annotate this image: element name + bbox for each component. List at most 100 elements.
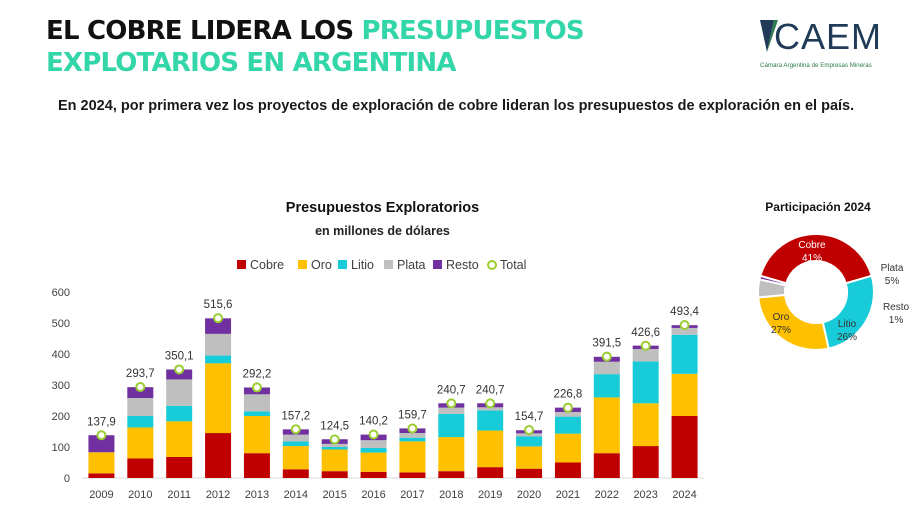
bar-cobre-2017	[399, 472, 426, 478]
bar-cobre-2015	[321, 471, 348, 478]
bar-oro-2015	[321, 449, 348, 472]
bar-litio-2023	[632, 361, 659, 404]
bar-plata-2017	[399, 433, 426, 438]
logo-subtitle: Cámara Argentina de Empresas Mineras	[760, 62, 872, 69]
total-marker-2015	[329, 434, 340, 445]
x-tick-label: 2013	[245, 489, 269, 501]
legend-label-cobre: Cobre	[250, 258, 284, 272]
bar-oro-2011	[166, 421, 193, 457]
bar-oro-2009	[88, 452, 115, 474]
bar-oro-2016	[360, 452, 387, 472]
x-tick-label: 2020	[517, 489, 541, 501]
donut-pct-plata: 5%	[885, 276, 900, 287]
page-subtitle: En 2024, por primera vez los proyectos d…	[58, 98, 855, 114]
bar-cobre-2013	[243, 453, 270, 478]
donut-label-litio: Litio	[838, 319, 857, 330]
bar-plata-2018	[438, 407, 465, 414]
total-label-2021: 226,8	[554, 389, 583, 401]
caem-logo: CAEM Cámara Argentina de Empresas Minera…	[758, 16, 888, 76]
logo-mark-icon	[760, 20, 778, 52]
legend-swatch-oro	[298, 260, 307, 269]
bar-litio-2010	[127, 416, 154, 428]
bar-oro-2017	[399, 441, 426, 473]
legend-label-total: Total	[500, 258, 526, 272]
total-marker-2011	[174, 364, 185, 375]
y-tick-label: 100	[52, 442, 70, 454]
bar-oro-2024	[671, 373, 698, 416]
x-tick-label: 2017	[400, 489, 424, 501]
bar-plata-2013	[243, 394, 270, 412]
bar-litio-2018	[438, 413, 465, 438]
bar-oro-2012	[205, 363, 232, 434]
bar-cobre-2016	[360, 471, 387, 478]
bar-cobre-2012	[205, 433, 232, 478]
bar-cobre-2019	[477, 467, 504, 478]
y-tick-label: 600	[52, 287, 70, 299]
total-label-2019: 240,7	[476, 384, 505, 396]
total-marker-2014	[290, 424, 301, 435]
donut-label-cobre: Cobre	[798, 240, 826, 251]
bar-litio-2017	[399, 437, 426, 442]
bar-cobre-2009	[88, 473, 115, 478]
x-tick-label: 2022	[595, 489, 619, 501]
bar-plata-2023	[632, 349, 659, 362]
total-label-2010: 293,7	[126, 368, 155, 380]
donut-title: Participación 2024	[765, 200, 871, 214]
bar-oro-2018	[438, 437, 465, 472]
bar-plata-2015	[321, 443, 348, 447]
total-marker-2012	[213, 313, 224, 324]
bar-plata-2012	[205, 333, 232, 356]
bar-cobre-2018	[438, 471, 465, 478]
x-tick-label: 2021	[556, 489, 580, 501]
total-label-2012: 515,6	[204, 299, 233, 311]
x-tick-label: 2012	[206, 489, 230, 501]
x-tick-label: 2018	[439, 489, 463, 501]
bar-cobre-2023	[632, 446, 659, 478]
bar-plata-2021	[554, 411, 581, 417]
bar-resto-2010	[127, 387, 154, 399]
y-tick-label: 300	[52, 380, 70, 392]
bar-plata-2022	[593, 361, 620, 375]
donut-pct-cobre: 41%	[802, 253, 822, 264]
bar-litio-2024	[671, 334, 698, 374]
bar-litio-2022	[593, 374, 620, 398]
x-tick-label: 2011	[167, 489, 191, 501]
x-tick-label: 2009	[89, 489, 113, 501]
total-marker-2017	[407, 423, 418, 434]
legend-swatch-resto	[433, 260, 442, 269]
total-label-2016: 140,2	[359, 416, 388, 428]
legend-label-oro: Oro	[311, 258, 332, 272]
bar-litio-2015	[321, 447, 348, 450]
legend-label-resto: Resto	[446, 258, 479, 272]
page-title: EL COBRE LIDERA LOS PRESUPUESTOS EXPLOTA…	[46, 15, 585, 79]
legend-swatch-cobre	[237, 260, 246, 269]
total-label-2022: 391,5	[592, 338, 621, 350]
legend-swatch-litio	[338, 260, 347, 269]
bar-litio-2021	[554, 416, 581, 434]
bar-litio-2019	[477, 410, 504, 431]
bar-litio-2016	[360, 447, 387, 453]
bar-oro-2013	[243, 416, 270, 454]
legend-swatch-plata	[384, 260, 393, 269]
x-tick-label: 2019	[478, 489, 502, 501]
bar-plata-2014	[282, 434, 309, 442]
total-marker-2013	[251, 382, 262, 393]
x-tick-label: 2015	[322, 489, 346, 501]
bar-cobre-2014	[282, 469, 309, 478]
bar-plata-2019	[477, 407, 504, 411]
x-tick-label: 2023	[633, 489, 657, 501]
total-label-2024: 493,4	[670, 306, 699, 318]
bar-litio-2011	[166, 405, 193, 422]
x-tick-label: 2016	[361, 489, 385, 501]
donut-slice-cobre	[759, 233, 873, 285]
donut-label-resto: Resto	[883, 302, 910, 313]
legend-label-plata: Plata	[397, 258, 426, 272]
bar-resto-2009	[88, 435, 115, 453]
legend-label-litio: Litio	[351, 258, 374, 272]
bar-plata-2011	[166, 379, 193, 406]
donut-label-plata: Plata	[881, 263, 904, 274]
bar-oro-2020	[516, 446, 543, 469]
bar-plata-2024	[671, 327, 698, 335]
donut-pct-oro: 27%	[771, 325, 791, 336]
